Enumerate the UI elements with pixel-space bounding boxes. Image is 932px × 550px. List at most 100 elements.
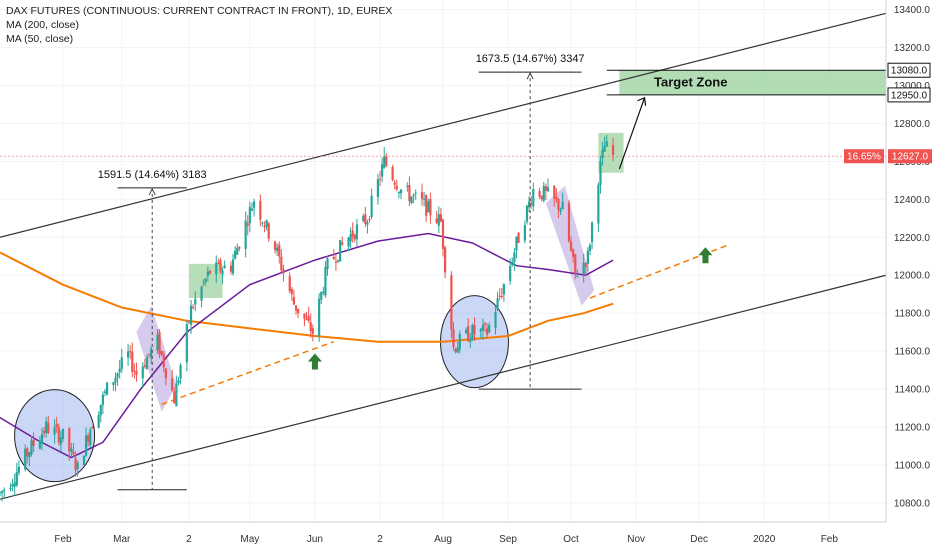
bull-flag [136,305,177,412]
candle-body [429,198,432,216]
candle-body [511,261,514,266]
candle-body [189,305,193,325]
candle-body [311,328,314,334]
candle-body [525,205,529,222]
level-tag-label: 13080.0 [891,66,928,77]
candle-body [173,391,176,404]
candle-body [464,329,468,333]
candle-body [99,404,102,416]
candle-body [30,440,33,455]
candle-body [45,421,48,434]
candle-body [572,249,575,257]
candle-body [187,321,191,323]
candle-body [605,141,608,147]
candle-body [246,223,249,226]
candle-body [561,201,564,210]
candle-body [158,332,161,355]
candle-body [72,451,75,455]
candle-body [231,259,235,274]
price-axis[interactable]: 13400.013200.013000.012800.012600.012400… [844,0,932,522]
candle-body [26,448,29,457]
price-tick-label: 13000.0 [894,81,931,92]
candle-body [488,325,491,333]
candle-body [532,189,535,207]
change-tag [844,149,884,164]
candle-body [105,382,109,395]
candle-body [141,366,144,379]
candle-body [15,472,18,486]
candle-body [456,347,459,353]
measure-arrowhead [526,72,534,80]
channel-line [0,12,887,238]
candle-body [473,324,476,334]
target-arrow [618,97,646,170]
candle-body [248,207,251,224]
price-tick-label: 13200.0 [894,43,931,54]
candle-body [349,234,352,242]
candle-body [156,334,159,351]
candle-body [395,186,398,190]
candle-body [103,391,107,393]
current-price-label: 12627.0 [892,152,929,163]
candle-body [494,311,497,328]
price-tick-label: 12000.0 [894,271,931,282]
price-tick-label: 11400.0 [895,385,931,396]
candle-body [370,195,373,218]
candle-body [553,185,556,199]
candle-body [118,368,121,373]
candle-body [597,184,600,224]
candle-body [42,430,46,433]
candle-body [412,195,415,197]
time-tick-label: May [240,534,259,545]
candle-body [89,429,92,446]
candle-body [574,254,577,274]
candle-body [129,351,132,353]
candle-body [200,286,203,301]
candle-body [273,241,277,250]
candle-body [517,233,520,243]
ma200-legend[interactable]: MA (200, close) [6,19,79,31]
time-tick-label: 2 [377,534,383,545]
candle-body [498,295,501,297]
price-tick-label: 10800.0 [894,499,931,510]
annotations[interactable]: 1591.5 (14.64%) 3183 1673.5 (14.67%) 3347… [0,53,886,491]
time-tick-label: 2 [186,534,192,545]
candle-body [530,203,533,205]
price-tick-label: 13400.0 [894,5,931,16]
candle-body [355,224,359,240]
candle-body [290,288,293,295]
candle-body [131,351,134,372]
time-tick-label: Feb [821,534,839,545]
candle-body [101,394,104,406]
candle-body [368,219,371,221]
candle-body [576,276,579,278]
candle-body [55,424,58,427]
candle-body [425,195,428,216]
candle-body [97,415,100,428]
candle-body [252,201,256,208]
candle-body [399,189,403,194]
candle-body [280,256,283,270]
time-axis[interactable]: Feb Mar 2 May Jun 2 Aug Sep Oct Nov Dec 2020 Feb [0,521,886,545]
price-tick-label: 12200.0 [894,233,931,244]
candle-body [569,241,573,251]
candle-body [414,192,417,194]
candle-body [185,324,188,363]
candle-body [70,448,73,452]
candle-body [305,319,308,321]
candle-body [381,164,384,177]
candle-body [38,440,41,449]
candle-body [513,252,516,262]
ma50-legend[interactable]: MA (50, close) [6,33,74,45]
candlesticks [0,135,615,502]
candle-body [221,270,224,275]
candle-body [160,351,163,355]
candle-body [469,338,472,342]
candle-body [420,192,424,199]
candle-body [192,307,195,309]
candle-body [458,334,461,350]
candle-body [467,326,470,342]
candle-body [24,448,27,470]
candle-body [87,435,90,442]
